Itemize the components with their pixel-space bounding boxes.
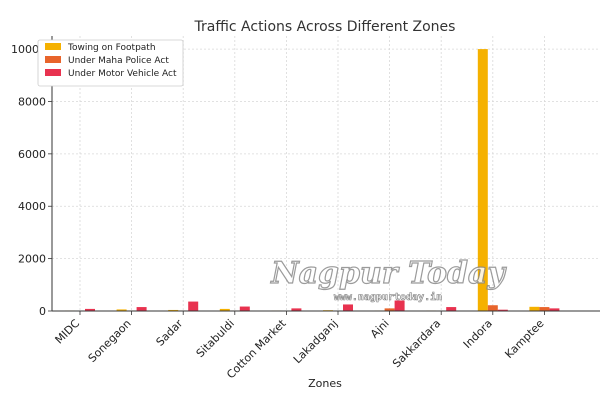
x-tick-label: Indora	[461, 317, 495, 351]
x-tick-label: Sadar	[154, 317, 186, 349]
bar-1-sadar	[168, 309, 179, 311]
x-tick-label: Lakadganj	[291, 317, 340, 366]
x-tick-label: MIDC	[53, 317, 83, 347]
bar-3-sadar	[188, 301, 199, 311]
bar-1-sitabuldi	[219, 308, 230, 311]
bar-1-sonegaon	[116, 309, 127, 311]
x-tick-label: Kamptee	[502, 317, 546, 361]
x-axis-label: Zones	[308, 377, 342, 390]
bar-3-lakadganj	[343, 304, 353, 311]
legend-swatch	[45, 56, 61, 63]
y-tick-label: 0	[39, 305, 46, 318]
bar-2-indora	[487, 305, 498, 311]
x-tick-label: Sonegaon	[86, 317, 134, 365]
bar-3-kamptee	[549, 308, 560, 311]
bar-2-kamptee	[539, 307, 550, 311]
bar-3-ajni	[394, 300, 405, 311]
y-tick-label: 6000	[18, 148, 46, 161]
bar-3-sitabuldi	[239, 306, 250, 311]
legend-box	[37, 39, 184, 87]
legend-label: Under Motor Vehicle Act	[68, 69, 177, 79]
legend: Towing on Footpath Under Maha Police Act U…	[37, 39, 184, 87]
bar-2-ajni	[384, 308, 395, 311]
y-tick-label: 2000	[18, 253, 46, 266]
bar-3-sakkardara	[446, 307, 457, 311]
chart-title: Traffic Actions Across Different Zones	[194, 19, 456, 35]
bar-1-indora	[477, 49, 488, 311]
legend-label: Under Maha Police Act	[68, 56, 169, 66]
legend-label: Towing on Footpath	[67, 43, 156, 53]
x-tick-label: Sitabuldi	[194, 317, 237, 360]
y-tick-label: 10000	[11, 43, 46, 56]
y-tick-label: 4000	[18, 200, 46, 213]
bar-3-sonegaon	[136, 307, 147, 311]
watermark-brand: Nagpur Today	[270, 256, 507, 291]
bar-3-indora	[497, 309, 508, 311]
bar-3-cotton-market	[291, 308, 302, 311]
x-tick-label: Ajni	[368, 317, 392, 341]
legend-swatch	[45, 69, 61, 76]
bar-1-kamptee	[529, 306, 540, 311]
y-tick-labels: 0 2000 4000 6000 8000 10000	[11, 43, 46, 318]
watermark-url: www.nagpurtoday.in	[334, 291, 442, 303]
bar-3-midc	[85, 308, 95, 311]
y-tick-label: 8000	[18, 95, 46, 108]
watermark-logo: Nagpur Today www.nagpurtoday.in	[270, 255, 508, 303]
legend-swatch	[45, 43, 61, 50]
x-tick-label: Sakkardara	[390, 317, 443, 370]
